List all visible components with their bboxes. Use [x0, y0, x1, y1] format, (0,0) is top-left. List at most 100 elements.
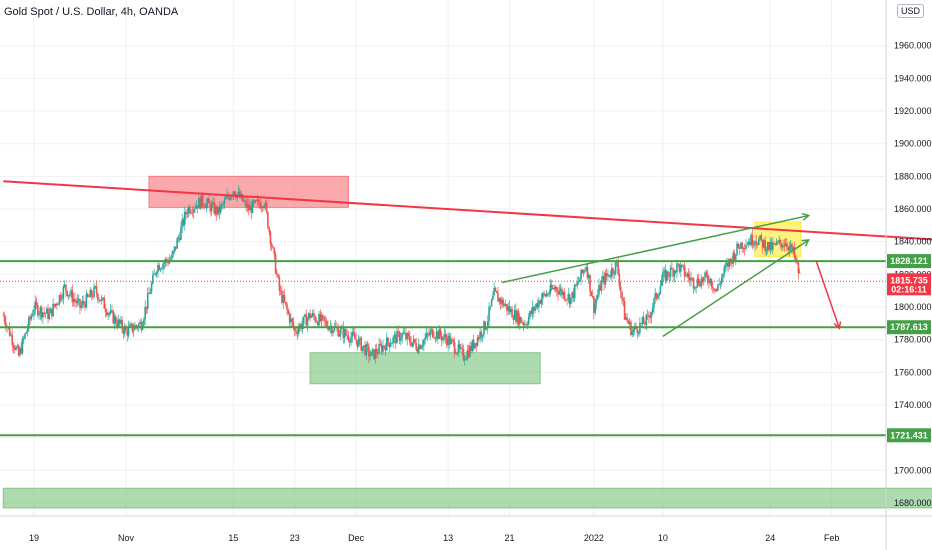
candle-body: [378, 343, 380, 354]
candle-body: [339, 328, 342, 334]
candle-body: [664, 270, 667, 281]
candle-body: [377, 353, 379, 355]
candle-body: [277, 274, 279, 278]
candle-body: [323, 316, 325, 321]
candle-body: [632, 329, 635, 332]
candle-body: [766, 242, 769, 250]
candle-body: [704, 272, 706, 278]
candle-body: [717, 284, 719, 291]
candle-body: [158, 265, 161, 271]
candle-body: [154, 273, 157, 275]
candle-body: [104, 308, 107, 312]
candle-body: [614, 262, 617, 274]
candle-body: [382, 345, 384, 352]
candle-body: [783, 245, 786, 247]
candle-body: [176, 238, 178, 249]
candle-body: [56, 303, 58, 305]
candle-body: [145, 306, 148, 309]
candle-body: [613, 273, 616, 275]
candle-body: [417, 344, 420, 353]
candle-body: [524, 324, 526, 326]
candle-body: [724, 265, 727, 267]
candle-body: [742, 248, 745, 249]
candle-body: [476, 337, 479, 346]
candle-body: [72, 298, 75, 303]
candle-body: [405, 333, 407, 340]
candle-body: [462, 348, 465, 361]
candle-body: [710, 278, 713, 287]
candle-body: [320, 314, 323, 321]
candle-body: [759, 235, 761, 240]
candle-body: [697, 278, 700, 285]
support-zone: [2, 487, 932, 509]
candle-body: [596, 294, 599, 299]
candle-body: [254, 200, 256, 203]
candle-body: [352, 331, 355, 335]
candle-body: [525, 324, 527, 326]
candle-body: [444, 334, 447, 339]
candle-body: [768, 242, 770, 251]
candle-body: [503, 304, 506, 306]
candle-body: [421, 345, 424, 347]
candlestick-series: [2, 185, 801, 366]
candle-body: [74, 298, 76, 302]
trendline: [3, 180, 932, 241]
candle-body: [221, 203, 223, 206]
candle-body: [155, 271, 158, 275]
candle-body: [219, 205, 222, 213]
candle-body: [488, 307, 490, 322]
candle-body: [631, 331, 634, 335]
candle-body: [605, 273, 608, 277]
candle-body: [736, 243, 738, 255]
candle-body: [137, 323, 140, 328]
candle-body: [279, 290, 282, 292]
candle-body: [641, 317, 644, 324]
candle-body: [281, 290, 283, 303]
candle-body: [304, 314, 306, 317]
x-tick-label: 2022: [584, 533, 604, 543]
candle-body: [107, 313, 109, 316]
candle-body: [62, 286, 65, 299]
candle-body: [47, 308, 49, 319]
candle-body: [798, 272, 801, 274]
candle-body: [167, 261, 169, 264]
candle-body: [723, 266, 726, 274]
candle-body: [793, 247, 796, 258]
candle-body: [66, 290, 68, 297]
level-price-tag: [887, 428, 931, 443]
candle-body: [36, 305, 39, 316]
candle-body: [618, 274, 621, 287]
candle-body: [99, 300, 102, 302]
candle-body: [120, 320, 122, 324]
candle-body: [365, 344, 368, 356]
candle-body: [692, 278, 695, 289]
candle-body: [389, 344, 392, 347]
time-axis: 19Nov1523Dec132120221024Feb1414:00: [0, 515, 932, 543]
x-tick-label: 21: [504, 533, 514, 543]
x-tick-label: 15: [228, 533, 238, 543]
candle-body: [172, 250, 175, 255]
candle-body: [284, 301, 287, 305]
candle-body: [628, 321, 631, 324]
candle-body: [79, 298, 81, 308]
candle-body: [337, 327, 340, 337]
candle-body: [184, 211, 186, 225]
currency-button[interactable]: USD: [897, 4, 925, 18]
candle-body: [585, 267, 587, 271]
candle-body: [81, 301, 84, 305]
candle-body: [626, 317, 628, 321]
candle-body: [274, 254, 277, 274]
candle-body: [391, 342, 393, 345]
candle-body: [538, 300, 540, 308]
y-tick-label: 1800.000: [894, 302, 932, 312]
candle-body: [587, 274, 590, 279]
candle-body: [152, 274, 154, 284]
candle-body: [118, 319, 121, 324]
candle-body: [276, 273, 278, 275]
candle-body: [135, 325, 138, 327]
candle-body: [402, 333, 405, 334]
candle-body: [16, 346, 19, 348]
candle-body: [259, 203, 262, 209]
candle-body: [173, 246, 176, 251]
